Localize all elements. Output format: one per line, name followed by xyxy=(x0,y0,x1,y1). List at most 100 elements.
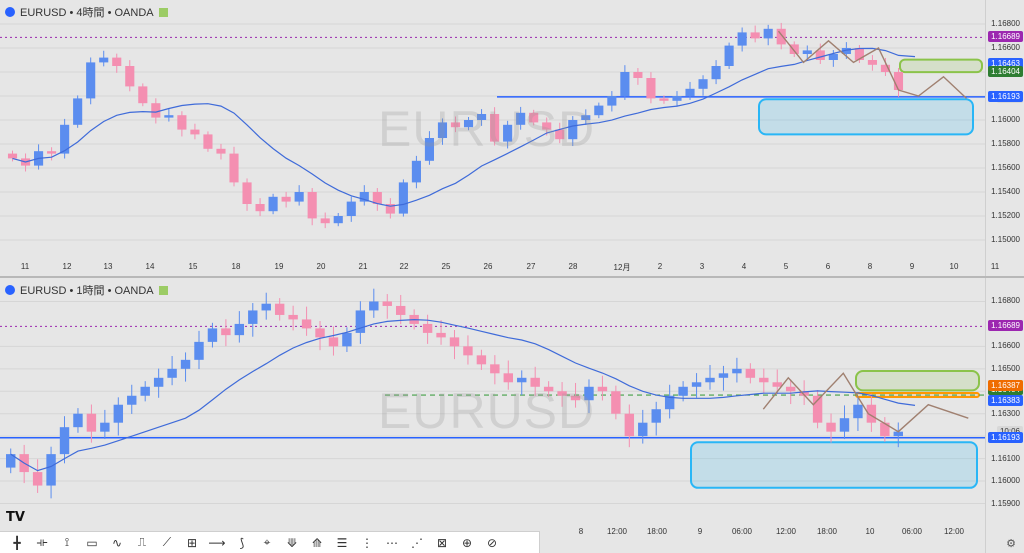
drawing-tool-icon[interactable]: ⟛ xyxy=(36,535,48,549)
candle-body xyxy=(229,153,239,183)
drawing-tool-icon[interactable]: ⟱ xyxy=(286,535,298,550)
chart-panel-4h[interactable]: EURUSD EURUSD • 4時間 • OANDA 1.16800 1.166… xyxy=(0,0,1024,276)
candle-body xyxy=(607,96,617,106)
drawing-tool-icon[interactable]: ⊠ xyxy=(436,535,448,550)
candle-body xyxy=(234,323,245,336)
zone-green xyxy=(855,370,980,392)
price-tick-label: 1.16100 xyxy=(991,453,1020,463)
flag-icon xyxy=(158,7,168,17)
candle-body xyxy=(839,418,850,432)
time-tick-label: 21 xyxy=(358,262,368,271)
candle-body xyxy=(449,337,460,347)
candle-body xyxy=(47,151,57,154)
time-tick-label: 06:00 xyxy=(901,527,923,536)
candle-body xyxy=(802,50,812,54)
drawing-tool-icon[interactable]: ⋰ xyxy=(411,535,423,550)
time-tick-label: 5 xyxy=(783,262,789,271)
drawing-tool-icon[interactable]: ⊞ xyxy=(186,535,198,550)
candle-body xyxy=(772,382,782,387)
projection-path xyxy=(762,372,969,433)
candle-body xyxy=(437,122,448,138)
drawing-tool-icon[interactable]: ▭ xyxy=(86,535,98,550)
candle-body xyxy=(685,88,695,96)
drawing-tool-icon[interactable]: ⟋ xyxy=(162,535,172,549)
candle-body xyxy=(490,364,500,374)
candle-body xyxy=(678,386,688,396)
chart-plot-4h[interactable] xyxy=(0,0,986,260)
drawing-tool-icon[interactable]: ⋯ xyxy=(386,535,398,550)
candle-body xyxy=(503,124,513,142)
candle-body xyxy=(32,472,43,486)
symbol-label: EURUSD • 1時間 • OANDA xyxy=(20,285,154,297)
candle-body xyxy=(216,148,226,154)
drawing-tool-icon[interactable]: ⎍ xyxy=(137,535,147,549)
price-badge: 1.16463 xyxy=(988,58,1023,70)
candle-body xyxy=(100,422,110,432)
price-tick-label: 1.15900 xyxy=(991,498,1020,508)
candle-body xyxy=(853,404,863,419)
drawing-tool-icon[interactable]: ⟰ xyxy=(311,535,323,550)
candle-body xyxy=(268,196,278,212)
symbol-header[interactable]: EURUSD • 4時間 • OANDA xyxy=(5,4,168,20)
candle-body xyxy=(424,138,435,161)
candle-body xyxy=(651,409,661,423)
time-tick-label: 13 xyxy=(103,262,113,271)
candle-body xyxy=(476,114,487,120)
time-tick-label: 10 xyxy=(949,262,959,271)
symbol-header[interactable]: EURUSD • 1時間 • OANDA xyxy=(5,282,168,298)
price-badge: 1.16689 xyxy=(988,31,1023,43)
drawing-toolbar: ╋ ⟛ ⟟ ▭ ∿ ⎍ ⟋ ⊞ ⟶ ⟆ ⌖ ⟱ ⟰ ☰ ⋮ ⋯ ⋰ ⊠ ⊕ ⊘ xyxy=(0,531,540,553)
candle-body xyxy=(815,50,825,60)
drawing-tool-icon[interactable]: ⊘ xyxy=(486,535,498,550)
candle-body xyxy=(799,391,809,396)
time-tick-label: 6 xyxy=(825,262,831,271)
chart-panel-1h[interactable]: EURUSD EURUSD • 1時間 • OANDA 1.16800 1.166… xyxy=(0,278,1024,553)
time-tick-label: 12月 xyxy=(613,263,631,272)
drawing-tool-icon[interactable]: ╋ xyxy=(13,535,21,550)
tradingview-logo[interactable]: TV xyxy=(6,510,25,525)
price-tick-label: 1.15200 xyxy=(991,211,1020,220)
settings-icon[interactable]: ⚙ xyxy=(1006,537,1016,550)
time-tick-label: 2 xyxy=(657,262,663,271)
price-badge: 10:06 xyxy=(996,425,1023,437)
drawing-tool-icon[interactable]: ⋮ xyxy=(361,535,373,550)
time-tick-label: 11 xyxy=(20,262,30,271)
drawing-tool-icon[interactable]: ∿ xyxy=(111,535,123,550)
candle-body xyxy=(517,377,527,383)
candle-body xyxy=(99,57,109,63)
candle-body xyxy=(59,427,70,455)
candle-body xyxy=(503,373,513,383)
candle-body xyxy=(638,422,648,437)
candle-body xyxy=(248,310,258,324)
price-axis[interactable]: 1.168001.166001.164001.162001.160001.158… xyxy=(985,0,1024,276)
candle-body xyxy=(763,28,773,39)
time-tick-label: 12:00 xyxy=(943,527,965,536)
candle-body xyxy=(789,44,799,54)
drawing-tool-icon[interactable]: ⊕ xyxy=(461,535,473,550)
watermark: EURUSD xyxy=(378,383,596,439)
time-tick-label: 8 xyxy=(578,527,584,536)
price-tick-label: 1.16500 xyxy=(991,363,1020,373)
candle-body xyxy=(530,377,540,387)
price-axis[interactable]: 1.168001.166001.165001.164001.163001.162… xyxy=(985,278,1024,553)
time-tick-label: 18:00 xyxy=(816,527,838,536)
candle-body xyxy=(557,391,567,396)
candle-body xyxy=(672,96,682,101)
time-tick-label: 26 xyxy=(483,262,493,271)
candle-body xyxy=(207,328,218,342)
drawing-tool-icon[interactable]: ☰ xyxy=(336,535,348,550)
drawing-tool-icon[interactable]: ⟆ xyxy=(239,535,245,550)
candle-body xyxy=(6,454,16,468)
drawing-tool-icon[interactable]: ⌖ xyxy=(263,535,271,549)
drawing-tool-icon[interactable]: ⟟ xyxy=(64,535,70,549)
candle-body xyxy=(73,98,83,125)
candle-body xyxy=(463,120,474,128)
candle-body xyxy=(140,386,150,396)
candle-body xyxy=(261,303,271,311)
drawing-tool-icon[interactable]: ⟶ xyxy=(208,535,226,550)
panel-divider[interactable] xyxy=(0,276,1024,278)
candle-body xyxy=(785,386,796,392)
chart-plot-1h[interactable] xyxy=(0,278,986,513)
candle-body xyxy=(342,332,352,347)
price-tick-label: 1.16000 xyxy=(991,115,1020,124)
